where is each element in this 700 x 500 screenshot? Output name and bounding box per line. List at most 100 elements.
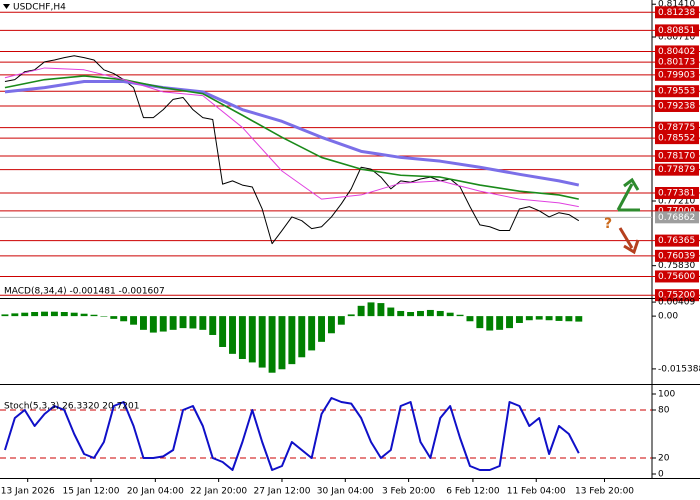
histogram-bar bbox=[229, 316, 236, 354]
annotation: ? bbox=[604, 216, 612, 232]
histogram-bar bbox=[486, 316, 494, 331]
histogram-bar bbox=[1, 314, 9, 317]
level-box bbox=[655, 68, 699, 81]
level-box bbox=[655, 150, 699, 163]
histogram-bar bbox=[11, 313, 19, 317]
histogram-bar bbox=[575, 316, 583, 322]
level-box bbox=[655, 85, 699, 98]
x-tick-label: 6 Feb 12:00 bbox=[446, 487, 500, 497]
level-label: 0.77381 bbox=[658, 188, 695, 198]
histogram-bar bbox=[31, 312, 39, 317]
symbol-icon bbox=[3, 4, 10, 9]
y-tick-label: 0.81410 bbox=[658, 0, 695, 10]
down-arrow bbox=[618, 227, 640, 255]
level-label: 0.78775 bbox=[658, 123, 695, 133]
stoch-title: Stoch(5,3,3) 26.3320 20.7201 bbox=[4, 402, 139, 412]
level-box bbox=[655, 186, 699, 199]
histogram-bar bbox=[169, 316, 177, 330]
histogram-bar bbox=[367, 302, 375, 317]
last-price-box bbox=[655, 211, 699, 224]
histogram-bar bbox=[288, 316, 296, 365]
histogram-bar bbox=[179, 316, 187, 329]
histogram-bar bbox=[436, 310, 444, 317]
level-box bbox=[655, 99, 699, 112]
level-box bbox=[655, 249, 699, 262]
level-label: 0.76365 bbox=[658, 236, 695, 246]
histogram-bar bbox=[456, 314, 464, 317]
level-label: 0.78552 bbox=[658, 134, 695, 144]
histogram-bar bbox=[308, 316, 316, 351]
up-arrow bbox=[616, 177, 640, 211]
histogram-bar bbox=[139, 316, 147, 330]
level-box bbox=[655, 289, 699, 302]
y-tick-label: -0.015388 bbox=[658, 364, 700, 374]
x-tick-label: 11 Feb 04:00 bbox=[507, 487, 566, 497]
level-label: 0.78170 bbox=[658, 152, 695, 162]
histogram-bar bbox=[258, 316, 266, 368]
level-box bbox=[655, 6, 699, 19]
histogram-bar bbox=[100, 316, 108, 317]
histogram-bar bbox=[298, 316, 306, 358]
x-tick-label: 30 Jan 04:00 bbox=[317, 487, 374, 497]
marks-layer bbox=[1, 55, 583, 471]
histogram-bar bbox=[377, 303, 385, 317]
histogram-bar bbox=[80, 313, 88, 317]
level-label: 0.79238 bbox=[658, 101, 695, 111]
x-tick-label: 3 Feb 20:00 bbox=[382, 487, 436, 497]
y-tick-label: 100 bbox=[658, 390, 675, 400]
histogram-bar bbox=[515, 316, 523, 323]
y-tick-label: 0.00 bbox=[658, 312, 678, 322]
signal-arrows bbox=[616, 177, 640, 255]
level-label: 0.80173 bbox=[658, 58, 695, 68]
y-tick-label: 0.75830 bbox=[658, 261, 695, 271]
y-tick-label: 20 bbox=[658, 454, 670, 464]
level-box bbox=[655, 45, 699, 58]
series-line bbox=[4, 67, 579, 208]
histogram-bar bbox=[268, 316, 276, 373]
level-label: 0.79553 bbox=[658, 87, 695, 97]
x-tick-label: 13 Feb 20:00 bbox=[575, 487, 634, 497]
histogram-bar bbox=[60, 312, 68, 317]
histogram-bar bbox=[130, 316, 138, 325]
y-tick-label: 0 bbox=[658, 470, 664, 480]
level-box bbox=[655, 24, 699, 37]
histogram-bar bbox=[545, 316, 553, 321]
y-tick-label: 0.00409 bbox=[658, 298, 695, 308]
last-price-label: 0.76862 bbox=[658, 213, 695, 223]
level-box bbox=[655, 56, 699, 69]
level-label: 0.76039 bbox=[658, 251, 695, 261]
histogram-bar bbox=[555, 316, 563, 321]
histogram-bar bbox=[41, 311, 48, 317]
histogram-bar bbox=[278, 316, 286, 370]
level-label: 0.80851 bbox=[658, 26, 695, 36]
y-tick-label: 80 bbox=[658, 406, 670, 416]
histogram-bar bbox=[70, 312, 78, 317]
histogram-bar bbox=[407, 312, 415, 317]
series-line bbox=[4, 55, 580, 245]
level-label: 0.81238 bbox=[658, 8, 695, 18]
level-box bbox=[655, 121, 699, 134]
histogram-bar bbox=[347, 314, 355, 317]
level-label: 0.77879 bbox=[658, 165, 695, 175]
histogram-bar bbox=[199, 316, 207, 330]
histogram-bar bbox=[238, 316, 246, 359]
x-tick-label: 20 Jan 04:00 bbox=[127, 487, 184, 497]
histogram-bar bbox=[496, 316, 504, 330]
level-label: 0.75600 bbox=[658, 272, 695, 282]
histogram-bar bbox=[318, 316, 326, 342]
histogram-bar bbox=[535, 316, 543, 320]
level-box bbox=[655, 234, 699, 247]
x-tick-label: 27 Jan 12:00 bbox=[253, 487, 310, 497]
frame bbox=[0, 0, 700, 479]
histogram-bar bbox=[417, 310, 424, 317]
series-line bbox=[3, 397, 580, 471]
histogram-bar bbox=[189, 316, 197, 329]
histogram-bar bbox=[357, 305, 365, 317]
histogram-bar bbox=[120, 316, 128, 322]
level-label: 0.79903 bbox=[658, 70, 695, 80]
level-box bbox=[655, 163, 699, 176]
level-label: 0.75200 bbox=[658, 291, 695, 301]
